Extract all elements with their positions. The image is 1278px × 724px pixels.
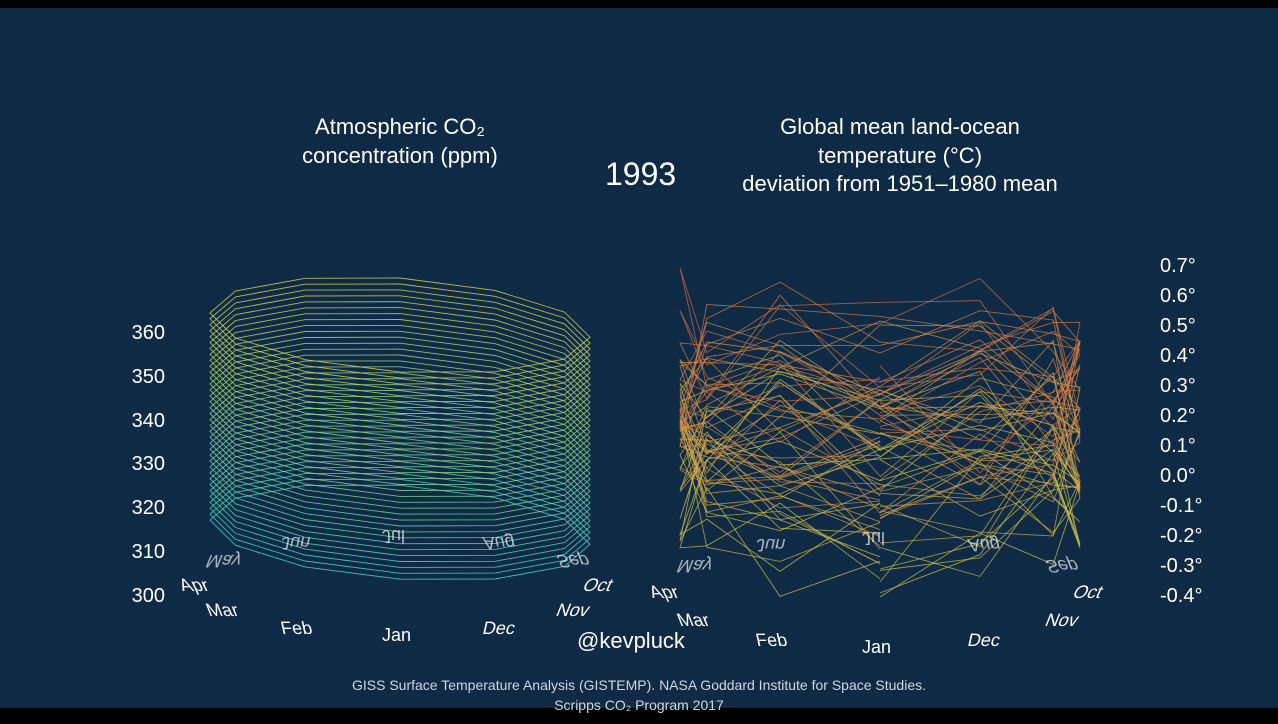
temp-axis-tick: -0.3° bbox=[1160, 555, 1230, 578]
month-label: Dec bbox=[966, 630, 1003, 651]
co2-axis-tick: 320 bbox=[105, 497, 165, 520]
month-label: Aug bbox=[966, 534, 1003, 555]
month-label: Jun bbox=[279, 532, 313, 553]
temp-axis-tick: 0.5° bbox=[1160, 315, 1230, 338]
co2-axis-tick: 340 bbox=[105, 410, 165, 433]
month-label: Jan bbox=[382, 625, 411, 646]
temp-axis-tick: 0.2° bbox=[1160, 405, 1230, 428]
temp-axis-tick: 0.4° bbox=[1160, 345, 1230, 368]
month-label: Jun bbox=[754, 534, 788, 555]
month-label: Jul bbox=[862, 527, 885, 548]
co2-axis-tick: 360 bbox=[105, 322, 165, 345]
month-label: Dec bbox=[481, 618, 518, 639]
month-label: Jan bbox=[862, 637, 891, 658]
co2-axis-tick: 350 bbox=[105, 366, 165, 389]
chart-canvas: Atmospheric CO₂concentration (ppm) Globa… bbox=[0, 8, 1278, 708]
temp-spiral-chart bbox=[0, 8, 1278, 724]
co2-axis-tick: 300 bbox=[105, 585, 165, 608]
temp-axis-tick: -0.1° bbox=[1160, 495, 1230, 518]
temp-axis-tick: 0.6° bbox=[1160, 285, 1230, 308]
month-label: Aug bbox=[481, 532, 518, 553]
temp-axis-tick: 0.0° bbox=[1160, 465, 1230, 488]
temp-axis-tick: -0.2° bbox=[1160, 525, 1230, 548]
co2-axis-tick: 330 bbox=[105, 453, 165, 476]
co2-axis-tick: 310 bbox=[105, 541, 165, 564]
month-label: Feb bbox=[279, 618, 315, 639]
month-label: Feb bbox=[754, 630, 790, 651]
temp-axis-tick: 0.7° bbox=[1160, 255, 1230, 278]
temp-axis-tick: 0.1° bbox=[1160, 435, 1230, 458]
temp-axis-tick: -0.4° bbox=[1160, 585, 1230, 608]
temp-axis-tick: 0.3° bbox=[1160, 375, 1230, 398]
month-label: Jul bbox=[382, 525, 405, 546]
temp-year-line bbox=[680, 282, 1080, 437]
